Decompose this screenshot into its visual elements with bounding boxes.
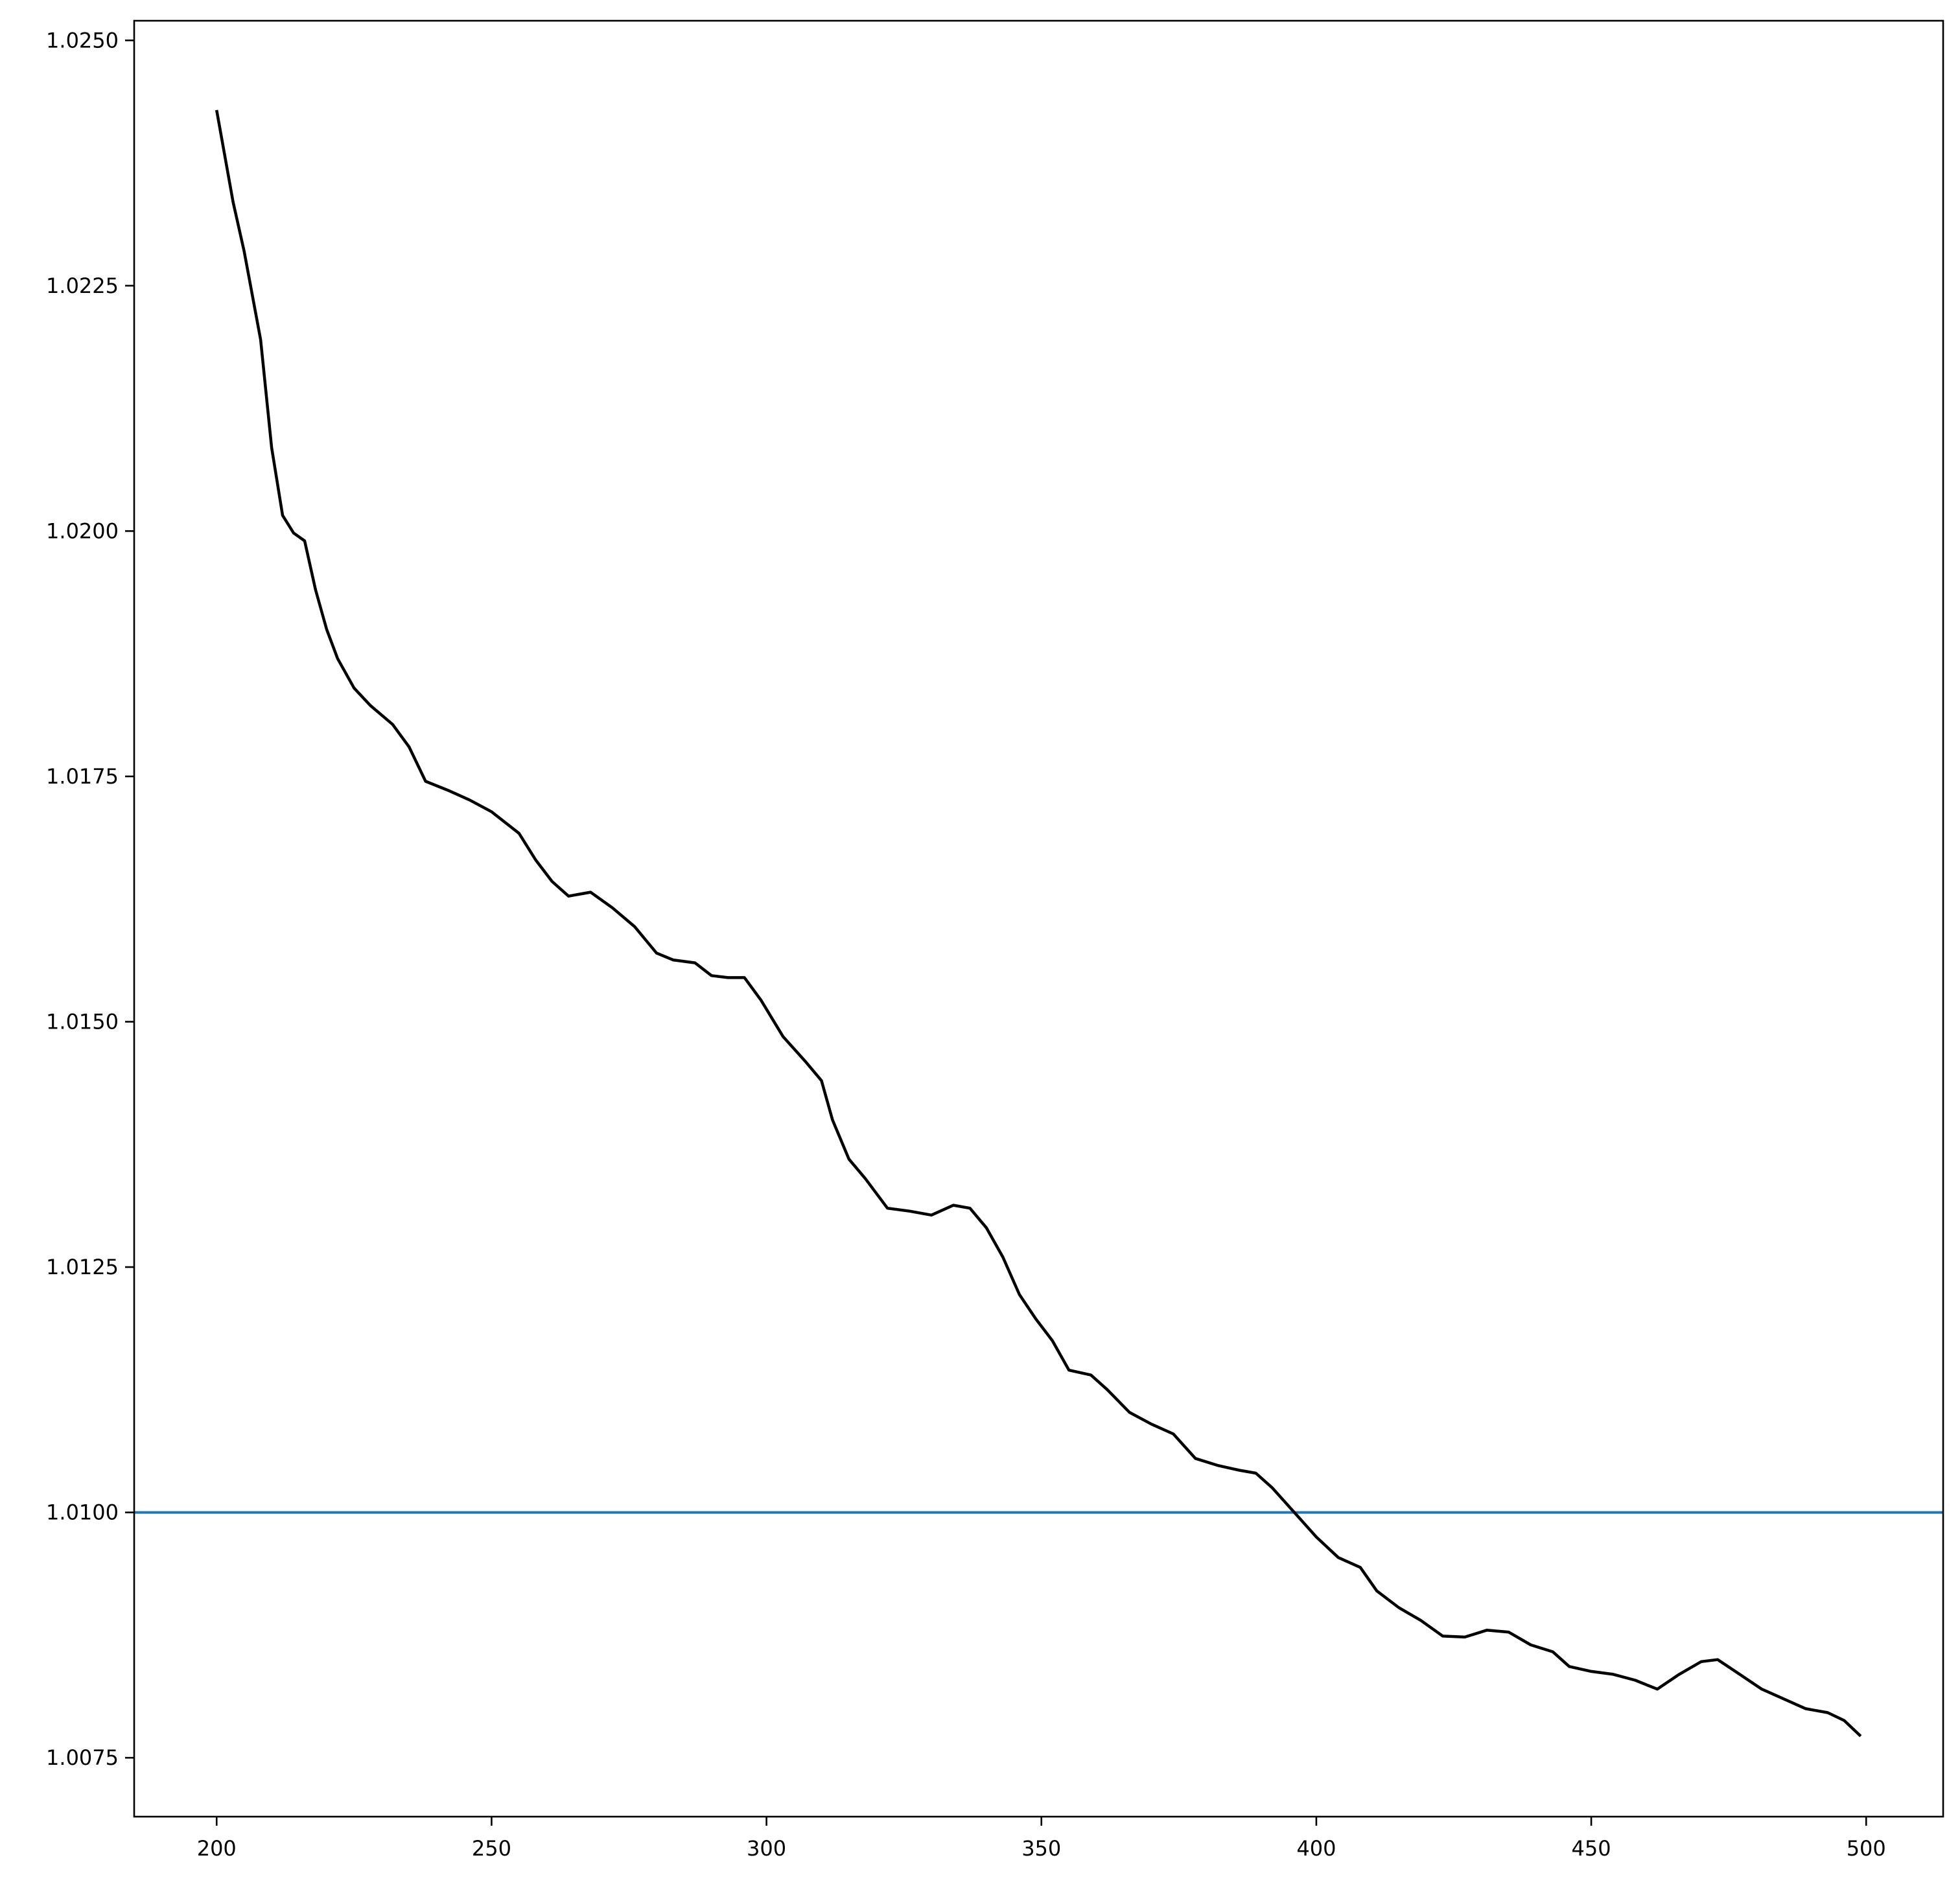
y-tick-label: 1.0100 xyxy=(46,1500,119,1525)
y-tick-label: 1.0150 xyxy=(46,1009,119,1034)
x-tick-label: 400 xyxy=(1296,1836,1336,1861)
y-axis-ticks: 1.0075 1.0100 1.0125 1.0150 1.0175 1.0200 1.02… xyxy=(46,28,134,1770)
x-tick-label: 500 xyxy=(1847,1836,1886,1861)
y-tick-label: 1.0250 xyxy=(46,28,119,52)
x-tick-label: 300 xyxy=(747,1836,786,1861)
series-layer xyxy=(215,110,1862,1738)
x-tick-label: 350 xyxy=(1021,1836,1061,1861)
x-tick-label: 250 xyxy=(472,1836,511,1861)
y-tick-label: 1.0200 xyxy=(46,518,119,543)
y-tick-label: 1.0225 xyxy=(46,274,119,298)
x-axis-ticks: 200 250 300 350 400 450 500 xyxy=(197,1817,1886,1861)
y-tick-label: 1.0075 xyxy=(46,1745,119,1770)
plot-frame xyxy=(133,19,1944,1818)
y-tick-label: 1.0175 xyxy=(46,764,119,789)
x-tick-label: 450 xyxy=(1572,1836,1611,1861)
x-tick-label: 200 xyxy=(197,1836,237,1861)
series-line xyxy=(215,110,1862,1738)
y-tick-label: 1.0125 xyxy=(46,1255,119,1279)
